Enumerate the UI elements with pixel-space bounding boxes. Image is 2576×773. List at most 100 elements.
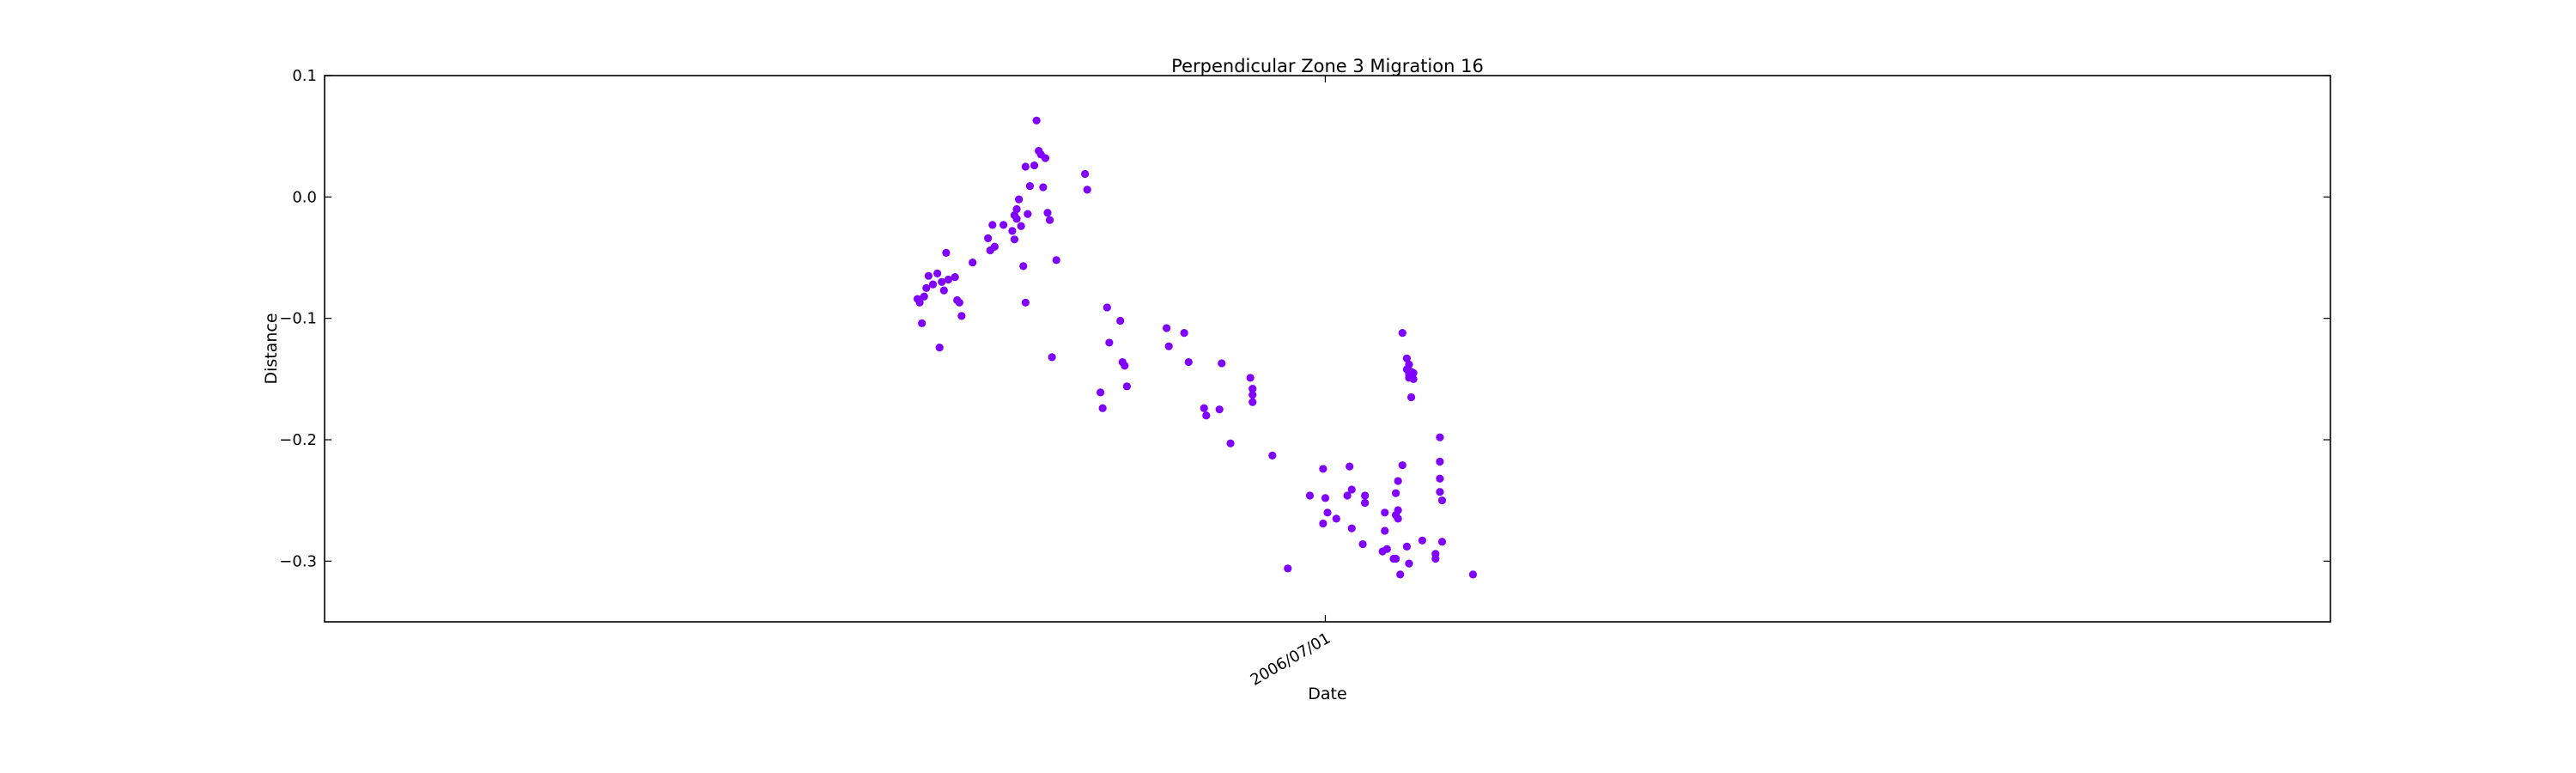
data-point <box>1405 360 1413 368</box>
data-point <box>1437 538 1447 546</box>
data-point <box>1409 374 1418 383</box>
data-point <box>1347 485 1356 494</box>
data-point <box>1218 359 1226 368</box>
data-point <box>1012 204 1021 214</box>
data-point <box>1394 477 1402 485</box>
data-point <box>1015 195 1024 204</box>
data-point <box>1381 508 1389 517</box>
data-point <box>1202 411 1211 420</box>
data-point <box>1398 461 1406 470</box>
data-point <box>1098 404 1107 412</box>
data-point <box>1361 498 1370 508</box>
data-point <box>1249 391 1257 399</box>
data-point <box>1043 209 1052 217</box>
data-point <box>1215 405 1224 414</box>
data-point <box>1436 474 1444 483</box>
data-point <box>1431 550 1440 558</box>
data-point <box>1249 385 1257 393</box>
data-point <box>928 280 938 289</box>
data-point <box>999 221 1008 229</box>
data-point <box>1436 457 1444 466</box>
data-point <box>1398 329 1406 338</box>
data-point <box>990 242 999 251</box>
data-point <box>1103 303 1111 312</box>
data-point <box>1017 222 1025 230</box>
data-point <box>1052 256 1060 265</box>
data-point <box>1116 316 1125 326</box>
data-point <box>1200 404 1208 412</box>
data-point <box>951 273 959 282</box>
y-axis-ticks: 0.1 0.0 −0.1 −0.2 −0.3 <box>279 67 2330 570</box>
y-axis-label: Distance <box>262 313 281 384</box>
data-point <box>1226 439 1235 447</box>
data-point <box>920 292 928 301</box>
data-point <box>1319 465 1327 473</box>
data-point <box>1268 451 1277 460</box>
data-point <box>1346 462 1354 471</box>
data-point <box>1394 514 1402 523</box>
data-point <box>942 248 951 257</box>
data-point <box>1025 182 1035 191</box>
data-point <box>1382 545 1391 553</box>
data-point <box>1045 216 1054 224</box>
data-point <box>1319 519 1327 528</box>
data-point <box>1436 488 1444 496</box>
data-point <box>1343 491 1352 500</box>
y-tick-label: 0.1 <box>292 67 317 85</box>
data-point <box>1418 536 1426 545</box>
data-point <box>1032 116 1041 125</box>
data-point <box>1402 542 1412 551</box>
data-point <box>1246 374 1255 382</box>
data-point <box>1121 362 1129 370</box>
data-point <box>1021 298 1030 307</box>
data-point <box>915 298 924 307</box>
data-point <box>1468 570 1478 579</box>
data-point <box>969 259 977 267</box>
data-point <box>1405 559 1413 568</box>
data-point <box>939 286 948 295</box>
data-point <box>1081 169 1090 179</box>
data-point <box>1436 433 1444 441</box>
data-point <box>1122 382 1131 391</box>
chart-title: Perpendicular Zone 3 Migration 16 <box>1171 56 1484 76</box>
data-point <box>1184 357 1193 367</box>
data-point <box>1010 235 1019 244</box>
data-point <box>924 271 933 280</box>
x-tick-label: 2006/07/01 <box>1248 630 1334 690</box>
data-point <box>1361 491 1370 500</box>
data-points <box>913 116 1478 579</box>
data-point <box>1024 210 1032 218</box>
data-point <box>1396 570 1405 579</box>
data-point <box>1409 368 1418 377</box>
data-point <box>1323 508 1332 517</box>
data-point <box>1358 539 1367 549</box>
data-point <box>1163 324 1171 332</box>
data-point <box>1039 183 1048 192</box>
data-point <box>1391 554 1400 563</box>
data-point <box>944 275 953 284</box>
data-point <box>1041 154 1050 162</box>
data-point <box>1008 227 1017 235</box>
data-point <box>1305 491 1315 500</box>
data-point <box>1391 489 1400 497</box>
plot-area: 0.1 0.0 −0.1 −0.2 −0.3 2006/07/01 <box>279 67 2331 690</box>
data-point <box>1164 342 1173 350</box>
data-point <box>1083 186 1091 194</box>
data-point <box>1321 494 1330 502</box>
y-tick-label: −0.1 <box>279 310 317 328</box>
data-point <box>1249 398 1257 406</box>
data-point <box>1284 564 1292 573</box>
data-point <box>1048 353 1056 362</box>
y-tick-label: −0.3 <box>279 552 317 570</box>
data-point <box>922 283 931 292</box>
data-point <box>1437 496 1447 505</box>
y-tick-label: −0.2 <box>279 431 317 449</box>
data-point <box>1402 354 1412 362</box>
data-point <box>918 319 927 327</box>
data-point <box>1394 506 1402 514</box>
data-point <box>955 298 963 307</box>
data-point <box>1019 262 1028 271</box>
data-point <box>938 277 946 286</box>
data-point <box>988 221 997 229</box>
